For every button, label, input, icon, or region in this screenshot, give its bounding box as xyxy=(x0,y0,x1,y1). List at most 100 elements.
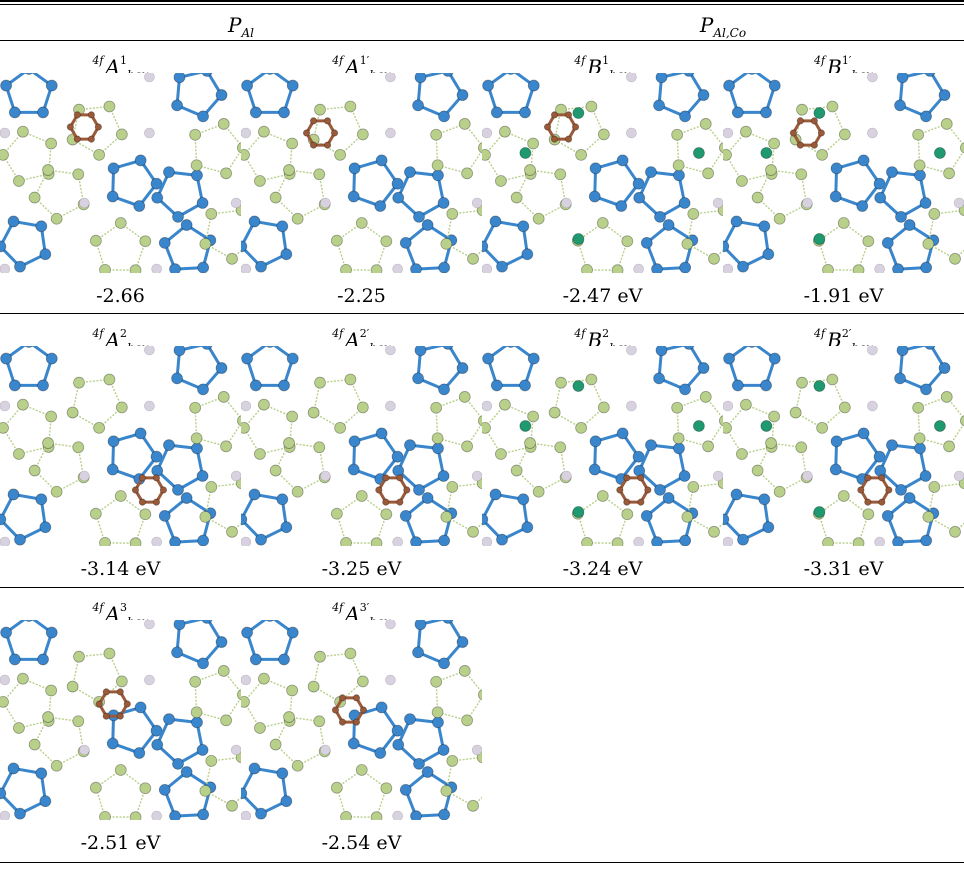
cobalt-atom xyxy=(814,108,825,119)
group-header-pal: PAl xyxy=(0,10,482,40)
label-superscript: 2′ xyxy=(360,327,370,340)
top-rule xyxy=(0,0,964,2)
structure-cell: 4fA2hex-3.14 eV xyxy=(0,314,241,586)
host-atom xyxy=(802,471,812,481)
host-atom xyxy=(144,128,154,138)
structure-image xyxy=(0,346,241,546)
host-atom xyxy=(0,128,10,138)
host-atom xyxy=(875,537,885,546)
host-atom xyxy=(626,73,636,82)
host-atom xyxy=(385,73,395,82)
label-prefix: 4f xyxy=(92,601,103,614)
host-atom xyxy=(241,537,251,546)
structure-image xyxy=(0,620,241,820)
host-atom xyxy=(867,73,877,82)
host-atom xyxy=(231,471,241,481)
host-atom xyxy=(472,471,482,481)
structure-cell: 4fB1hex-2.47 eV xyxy=(482,41,723,313)
host-atom xyxy=(626,401,636,411)
adsorption-energy: -2.47 eV xyxy=(482,285,723,307)
host-atom xyxy=(385,675,395,685)
host-atom xyxy=(954,198,964,208)
host-atom xyxy=(561,471,571,481)
host-atom xyxy=(241,675,251,685)
label-superscript: 1 xyxy=(120,54,127,67)
bottom-rule xyxy=(0,862,964,863)
host-atom xyxy=(0,401,10,411)
label-superscript: 1′ xyxy=(360,54,370,67)
structure-image xyxy=(241,620,482,820)
host-atom xyxy=(241,128,251,138)
group-header-symbol: P xyxy=(228,13,241,37)
adsorption-energy: -3.25 eV xyxy=(241,558,482,580)
adsorption-energy: -2.51 eV xyxy=(0,832,241,854)
host-atom xyxy=(0,811,10,820)
panel-label: 4fA3′hex xyxy=(241,588,482,622)
panel-label: 4fA1′hex xyxy=(241,41,482,75)
structure-image xyxy=(723,73,964,273)
host-atom xyxy=(634,537,644,546)
cobalt-atom xyxy=(693,421,704,432)
structure-image xyxy=(241,73,482,273)
panel-label: 4fA3hex xyxy=(0,588,241,622)
host-atom xyxy=(152,264,162,273)
host-atom xyxy=(241,401,251,411)
panel-label: 4fA2′hex xyxy=(241,314,482,348)
host-atom xyxy=(723,537,733,546)
label-superscript: 1′ xyxy=(842,54,852,67)
host-atom xyxy=(152,811,162,820)
label-superscript: 3 xyxy=(120,601,127,614)
cobalt-atom xyxy=(520,148,531,159)
host-atom xyxy=(79,471,89,481)
adsorption-energy: -1.91 eV xyxy=(723,285,964,307)
cobalt-atom xyxy=(761,421,772,432)
label-prefix: 4f xyxy=(332,601,343,614)
top-rule-thin xyxy=(0,4,964,5)
cobalt-atom xyxy=(934,148,945,159)
host-atom xyxy=(144,620,154,629)
host-atom xyxy=(144,73,154,82)
host-atom xyxy=(0,537,10,546)
label-prefix: 4f xyxy=(332,54,343,67)
group-header-symbol: P xyxy=(700,13,713,37)
panel-label: 4fA1hex xyxy=(0,41,241,75)
adsorption-energy: -3.14 eV xyxy=(0,558,241,580)
host-atom xyxy=(867,401,877,411)
cobalt-atom xyxy=(573,381,584,392)
structure-image xyxy=(482,73,723,273)
cobalt-atom xyxy=(814,234,825,245)
cobalt-atom xyxy=(573,507,584,518)
host-atom xyxy=(320,471,330,481)
host-atom xyxy=(231,198,241,208)
host-atom xyxy=(385,346,395,355)
structure-cell: 4fB2′hex-3.31 eV xyxy=(723,314,964,586)
host-atom xyxy=(867,346,877,355)
host-atom xyxy=(723,128,733,138)
adsorption-energy: -2.25 xyxy=(241,285,482,307)
host-atom xyxy=(241,264,251,273)
label-superscript: 2 xyxy=(602,327,609,340)
host-atom xyxy=(393,537,403,546)
structure-image xyxy=(0,73,241,273)
label-superscript: 2′ xyxy=(842,327,852,340)
cobalt-atom xyxy=(934,421,945,432)
host-atom xyxy=(713,198,723,208)
structure-image xyxy=(723,346,964,546)
adsorption-energy: -3.24 eV xyxy=(482,558,723,580)
label-prefix: 4f xyxy=(92,54,103,67)
cobalt-atom xyxy=(520,421,531,432)
host-atom xyxy=(144,675,154,685)
cobalt-atom xyxy=(814,381,825,392)
host-atom xyxy=(713,471,723,481)
host-atom xyxy=(482,128,492,138)
host-atom xyxy=(79,745,89,755)
structure-cell: 4fA1hex-2.66 xyxy=(0,41,241,313)
host-atom xyxy=(144,346,154,355)
host-atom xyxy=(482,264,492,273)
label-prefix: 4f xyxy=(814,327,825,340)
